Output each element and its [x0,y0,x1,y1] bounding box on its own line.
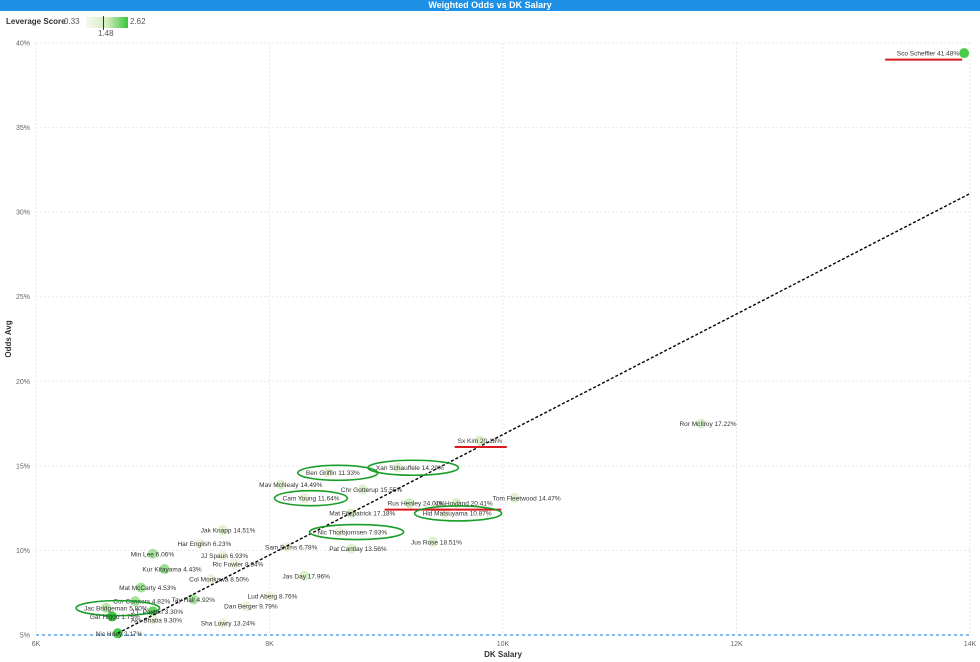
annotation-circle [308,523,405,541]
point-label: Pat Cantlay 13.56% [329,546,387,553]
point-label: Col Morikawa 8.50% [189,577,249,584]
data-point[interactable] [159,564,170,575]
point-label: Rus Henley 24.01% [388,501,446,508]
data-point[interactable] [282,542,293,553]
point-label: Gar Higgo 1.75% [90,614,140,621]
data-point[interactable] [427,536,438,547]
point-label: Sam Burns 6.78% [265,545,318,552]
point-label: Aks Bhatia 9.30% [131,617,183,624]
x-tick-label: 14K [964,641,977,648]
legend-label: Leverage Score [6,17,66,26]
annotation-circle [75,599,161,617]
point-label: J.T. Poston 3.30% [131,609,184,616]
data-point[interactable] [299,492,310,503]
point-label: Ric Fowler 8.54% [212,561,263,568]
data-point[interactable] [404,498,415,509]
legend-gradient [86,17,128,28]
point-label: Nic Thorbjornsen 7.93% [318,529,388,536]
x-tick-label: 8K [265,641,274,648]
point-label: Min Lee 6.06% [131,551,175,558]
point-label: Mat McCarty 4.53% [119,585,176,592]
annotation-circle [273,489,349,507]
x-tick-label: 6K [32,641,41,648]
data-point[interactable] [136,582,147,593]
data-point[interactable] [101,602,112,613]
legend-mid-tick [103,16,104,30]
legend-mid: 1.48 [98,29,114,38]
point-label: Jas Day 17.96% [283,573,331,580]
data-point[interactable] [959,48,970,59]
data-point[interactable] [147,548,158,559]
point-label: Vik Hovland 20.41% [434,501,493,508]
legend-min: 0.33 [64,17,80,26]
data-point[interactable] [106,611,117,622]
data-point[interactable] [346,543,357,554]
data-point[interactable] [509,492,520,503]
point-label: Jak Knapp 14.51% [201,528,256,535]
leverage-legend: Leverage Score 0.33 2.62 1.48 [6,16,166,40]
y-axis-title: Odds Avg [4,320,13,357]
point-label: Sco Scheffler 41.48% [897,51,960,58]
data-point[interactable] [241,601,252,612]
data-point[interactable] [299,570,310,581]
y-tick-label: 35% [16,125,30,132]
y-tick-label: 30% [16,210,30,217]
point-label: Mav McNealy 14.49% [259,482,322,489]
point-label: Lud Aberg 8.76% [248,594,298,601]
point-label: Cam Young 11.64% [283,495,340,502]
chart-title: Weighted Odds vs DK Salary [0,0,980,11]
point-label: Xan Schauffele 14.29% [376,465,444,472]
data-point[interactable] [357,484,368,495]
point-label: Mat Fitzpatrick 17.18% [329,511,395,518]
data-point[interactable] [334,526,345,537]
data-point[interactable] [264,591,275,602]
data-point[interactable] [217,550,228,561]
data-point[interactable] [474,435,485,446]
data-point[interactable] [217,525,228,536]
y-tick-label: 15% [16,463,30,470]
data-point[interactable] [322,467,333,478]
y-tick-label: 5% [20,633,30,640]
data-point[interactable] [276,479,287,490]
point-label: Jus Rose 18.51% [411,539,462,546]
annotation-circle [413,505,503,522]
point-label: Har English 6.23% [177,541,231,548]
point-label: Sx Kim 20.18% [458,438,503,445]
x-axis-title: DK Salary [484,650,522,659]
point-label: Jac Bridgeman 5.80% [84,605,148,612]
data-point[interactable] [194,538,205,549]
point-label: Tay Hall 4.92% [172,597,216,604]
point-label: Sha Lowry 13.24% [201,621,256,628]
data-point[interactable] [217,618,228,629]
point-label: Nic Hoey 2.17% [96,631,143,638]
y-tick-label: 20% [16,379,30,386]
point-label: Dan Berger 9.79% [224,604,278,611]
data-point[interactable] [229,558,240,569]
annotation-circle [297,464,379,482]
x-tick-label: 10K [497,641,510,648]
point-label: Kur Kitayama 4.43% [142,567,201,574]
legend-max: 2.62 [130,17,146,26]
y-tick-label: 25% [16,294,30,301]
point-label: Ben Griffin 11.33% [306,470,360,477]
data-point[interactable] [439,508,450,519]
data-point[interactable] [392,462,403,473]
data-point[interactable] [188,594,199,605]
point-label: Chr Gotterup 15.55% [341,487,403,494]
point-label: Hid Matsuyama 10.87% [423,511,492,518]
point-label: JJ Spaun 6.93% [201,553,249,560]
data-point[interactable] [696,418,707,429]
point-label: Ror McIlroy 17.22% [679,421,736,428]
point-label: Tom Fleetwood 14.47% [493,495,561,502]
y-tick-label: 10% [16,548,30,555]
y-tick-label: 40% [16,41,30,48]
x-tick-label: 12K [730,641,743,648]
data-point[interactable] [206,574,217,585]
